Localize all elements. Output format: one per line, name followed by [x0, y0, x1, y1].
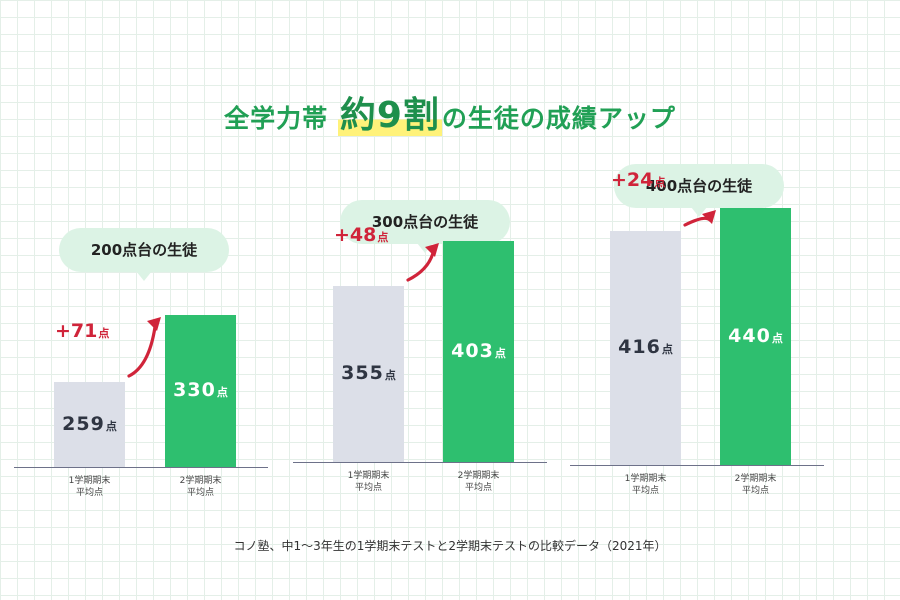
increase-arrow-head [147, 317, 161, 331]
x-axis-baseline [14, 467, 268, 468]
increase-value: +24 [611, 169, 654, 191]
increase-arrow-shaft [683, 216, 712, 227]
bar-second-term: 440点 [720, 208, 791, 465]
bar-value-unit: 点 [771, 332, 783, 345]
bar-value-unit: 点 [384, 369, 396, 382]
page-title: 全学力帯 約9割の生徒の成績アップ [0, 86, 900, 138]
x-label-term: 1学期期末 [68, 476, 111, 486]
increase-label: +48点 [334, 224, 388, 246]
x-label-term: 2学期期末 [457, 471, 500, 481]
x-axis-label: 1学期期末平均点 [324, 470, 414, 494]
bar-value-number: 403 [451, 340, 494, 362]
bar-value-unit: 点 [216, 386, 228, 399]
bar-value-label: 416点 [610, 336, 681, 358]
bar-value-label: 440点 [720, 325, 791, 347]
increase-value: +48 [334, 224, 377, 246]
bar-value-label: 259点 [54, 413, 125, 435]
increase-unit: 点 [377, 231, 389, 244]
footnote: コノ塾、中1〜3年生の1学期末テストと2学期末テストの比較データ（2021年） [233, 539, 667, 553]
x-label-average: 平均点 [186, 488, 214, 498]
x-label-average: 平均点 [354, 483, 382, 493]
x-label-average: 平均点 [741, 486, 769, 496]
bar-value-number: 330 [173, 379, 216, 401]
x-axis-baseline [570, 465, 824, 466]
group-label-bubble: 400点台の生徒 [614, 164, 784, 217]
increase-arrow-icon [127, 317, 161, 378]
x-axis-label: 2学期期末平均点 [156, 475, 246, 499]
title-prefix: 全学力帯 [224, 104, 329, 133]
chart-panel-1: 200点台の生徒 259点 1学期期末 平均点 330点 2学期期末 平均点 +71点 [14, 0, 268, 600]
x-label-average: 平均点 [464, 483, 492, 493]
x-axis-label: 1学期期末平均点 [601, 473, 691, 497]
increase-value: +71 [55, 320, 98, 342]
bar-value-unit: 点 [105, 420, 117, 433]
bar-value-label: 355点 [333, 362, 404, 384]
increase-arrow-head [425, 243, 439, 257]
x-axis-label: 2学期期末平均点 [434, 470, 524, 494]
bar-value-number: 355 [341, 362, 384, 384]
title-highlight: 約9割 [337, 95, 442, 136]
x-label-average: 平均点 [631, 486, 659, 496]
bar-value-unit: 点 [661, 343, 673, 356]
increase-label: +24点 [611, 169, 665, 191]
group-label-bubble: 300点台の生徒 [340, 200, 510, 253]
bar-first-term: 355点 [333, 286, 404, 462]
x-label-term: 1学期期末 [624, 474, 667, 484]
increase-unit: 点 [654, 176, 666, 189]
bar-value-number: 440 [728, 325, 771, 347]
title-suffix: の生徒の成績アップ [441, 104, 676, 133]
x-axis-label: 2学期期末平均点 [711, 473, 801, 497]
increase-unit: 点 [98, 327, 110, 340]
increase-arrow-icon [406, 243, 439, 282]
x-label-term: 1学期期末 [347, 471, 390, 481]
bar-second-term: 403点 [443, 241, 514, 462]
x-axis-baseline [293, 462, 547, 463]
x-label-term: 2学期期末 [179, 476, 222, 486]
increase-arrow-icon [683, 210, 716, 227]
bar-value-label: 403点 [443, 340, 514, 362]
bar-value-number: 259 [62, 413, 105, 435]
increase-arrow-shaft [127, 325, 157, 378]
x-label-average: 平均点 [75, 488, 103, 498]
bar-second-term: 330点 [165, 315, 236, 467]
increase-label: +71点 [55, 320, 109, 342]
x-axis-label: 1学期期末平均点 [45, 475, 135, 499]
bar-first-term: 259点 [54, 382, 125, 467]
group-label-bubble: 200点台の生徒 [59, 228, 229, 281]
increase-arrow-shaft [406, 251, 435, 282]
x-label-term: 2学期期末 [734, 474, 777, 484]
chart-panel-2: 300点台の生徒 355点 1学期期末 平均点 403点 2学期期末 平均点 +48点 [293, 0, 547, 600]
bar-value-number: 416 [618, 336, 661, 358]
bar-value-unit: 点 [494, 347, 506, 360]
increase-arrow-head [702, 210, 716, 224]
bar-value-label: 330点 [165, 379, 236, 401]
chart-panel-3: 400点台の生徒 416点 1学期期末 平均点 440点 2学期期末 平均点 +24点 [570, 0, 824, 600]
bar-first-term: 416点 [610, 231, 681, 465]
